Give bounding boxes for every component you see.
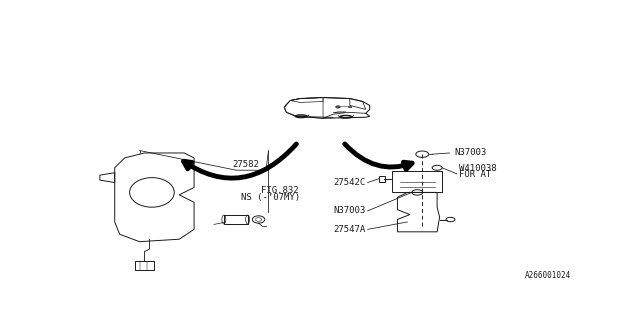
FancyArrowPatch shape	[184, 144, 296, 178]
FancyArrowPatch shape	[345, 144, 412, 170]
Circle shape	[446, 217, 455, 222]
Bar	[379, 176, 385, 182]
Bar	[224, 215, 248, 224]
Text: A266001024: A266001024	[525, 271, 571, 280]
Text: W410038: W410038	[460, 164, 497, 173]
Bar	[392, 172, 442, 192]
Text: N37003: N37003	[454, 148, 487, 157]
Text: FOR AT: FOR AT	[460, 170, 492, 179]
Text: FIG.832: FIG.832	[261, 186, 299, 195]
Text: 27582: 27582	[233, 160, 260, 169]
Text: 27542C: 27542C	[333, 178, 365, 187]
Bar	[134, 261, 154, 270]
Text: 27547A: 27547A	[333, 225, 365, 234]
Text: N37003: N37003	[333, 206, 365, 215]
Bar	[348, 106, 351, 107]
Text: NS (-’07MY): NS (-’07MY)	[241, 193, 300, 202]
Circle shape	[432, 165, 442, 170]
